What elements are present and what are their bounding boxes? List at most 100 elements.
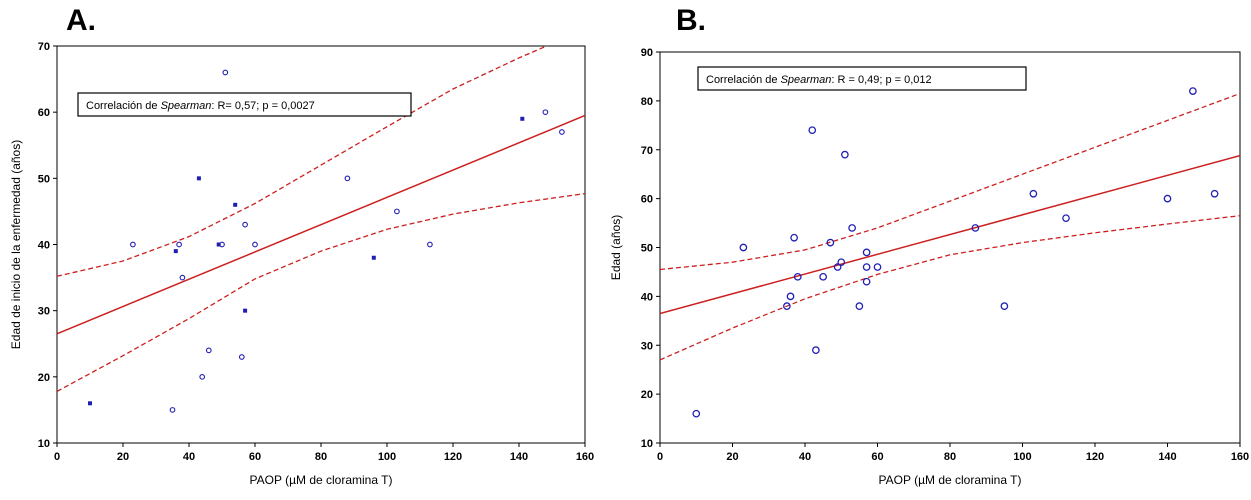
data-point: [1000, 302, 1009, 310]
annotation-method: Spearman: [161, 100, 212, 112]
data-point: [783, 302, 791, 310]
y-tick-label: 70: [641, 145, 653, 157]
y-tick-label: 30: [38, 306, 50, 318]
data-point: [242, 221, 248, 228]
data-point: [837, 258, 846, 267]
regression-line: [57, 114, 585, 335]
x-tick-label: 120: [1086, 451, 1104, 463]
y-tick-label: 50: [38, 173, 50, 185]
x-tick-label: 0: [657, 451, 663, 463]
ci-lower-line: [57, 192, 585, 392]
data-point: [808, 126, 817, 135]
annotation-stats: : R= 0,57; p = 0,0027: [211, 100, 314, 112]
x-tick-label: 20: [726, 451, 738, 463]
data-point: [130, 241, 136, 248]
x-tick-label: 40: [799, 451, 811, 463]
data-point: [833, 263, 842, 271]
data-point: [1163, 194, 1172, 203]
data-point: [873, 263, 882, 271]
data-point: [692, 409, 701, 418]
x-tick-label: 100: [1013, 451, 1031, 463]
data-point: [169, 407, 176, 413]
data-point: [819, 272, 827, 281]
data-point: [233, 202, 238, 207]
x-tick-label: 0: [54, 451, 60, 463]
y-tick-label: 80: [641, 96, 653, 108]
y-tick-label: 60: [38, 107, 50, 119]
y-axis-title: Edad (años): [609, 215, 623, 280]
data-point: [971, 224, 980, 232]
panel-b-chart: 0 20 40 60 80 100 120 140 160 10 20 30 40 50 60 70 80 90 P…: [609, 47, 1249, 487]
data-point: [559, 129, 565, 135]
y-tick-label: 40: [38, 240, 50, 252]
y-tick-label: 10: [38, 438, 50, 450]
data-point: [222, 69, 229, 76]
data-point: [1189, 87, 1197, 95]
data-point: [173, 249, 178, 254]
annotation-prefix: Correlación de: [86, 100, 161, 112]
annotation-text: Correlación de Spearman: R= 0,57; p = 0,…: [86, 100, 315, 112]
data-point: [862, 263, 871, 271]
data-point: [344, 175, 351, 182]
y-tick-label: 10: [641, 438, 653, 450]
data-point: [848, 224, 856, 232]
y-tick-label: 30: [641, 340, 653, 352]
x-tick-label: 80: [315, 451, 327, 463]
data-point: [862, 248, 871, 257]
y-tick-label: 40: [641, 291, 653, 303]
data-point: [199, 373, 206, 380]
annotation-box: [77, 92, 412, 117]
data-point: [252, 241, 258, 248]
y-tick-label: 20: [641, 389, 653, 401]
ci-upper-line: [660, 92, 1240, 271]
x-tick-label: 60: [249, 451, 261, 463]
x-tick-label: 140: [510, 451, 528, 463]
data-point: [427, 241, 433, 248]
data-point: [1062, 214, 1070, 223]
data-point: [790, 233, 798, 242]
y-tick-label: 20: [38, 372, 50, 384]
annotation-box: [697, 66, 1027, 91]
data-point: [520, 116, 525, 121]
data-point: [793, 272, 802, 281]
y-tick-label: 90: [641, 47, 653, 59]
y-tick-label: 50: [641, 243, 653, 255]
annotation-stats: : R = 0,49; p = 0,012: [831, 74, 931, 86]
data-point: [196, 176, 201, 181]
panel-b-label: B.: [676, 4, 706, 37]
data-point: [371, 255, 376, 260]
data-point: [88, 401, 92, 406]
data-point: [542, 109, 549, 116]
data-point: [739, 243, 748, 252]
x-tick-label: 40: [183, 451, 195, 463]
x-tick-label: 140: [1158, 451, 1176, 463]
data-point: [176, 241, 182, 248]
y-tick-label: 60: [641, 194, 653, 206]
ci-lower-line: [660, 215, 1240, 361]
data-point: [179, 274, 186, 281]
annotation-prefix: Correlación de: [706, 74, 781, 86]
plot-frame: [659, 51, 1241, 444]
panel-a-label: A.: [66, 4, 96, 37]
x-tick-label: 160: [576, 451, 594, 463]
annotation-method: Spearman: [781, 74, 832, 86]
x-tick-label: 60: [871, 451, 883, 463]
x-axis-title: PAOP (µM de cloramina T): [250, 473, 393, 487]
data-point: [216, 242, 221, 247]
y-axis-title: Edad de inicio de la enfermedad (años): [9, 140, 23, 349]
data-point: [855, 302, 864, 310]
plot-area: [57, 46, 585, 392]
annotation-text: Correlación de Spearman: R = 0,49; p = 0…: [706, 74, 932, 86]
x-axis-title: PAOP (µM de cloramina T): [879, 473, 1022, 487]
data-point: [862, 277, 871, 286]
data-point: [1029, 189, 1038, 198]
data-point: [1210, 189, 1219, 198]
regression-line: [660, 154, 1240, 315]
x-tick-label: 100: [378, 451, 396, 463]
y-tick-label: 70: [38, 41, 50, 53]
x-tick-label: 120: [444, 451, 462, 463]
data-point: [394, 208, 400, 215]
data-point: [238, 354, 245, 360]
data-point: [205, 347, 212, 354]
